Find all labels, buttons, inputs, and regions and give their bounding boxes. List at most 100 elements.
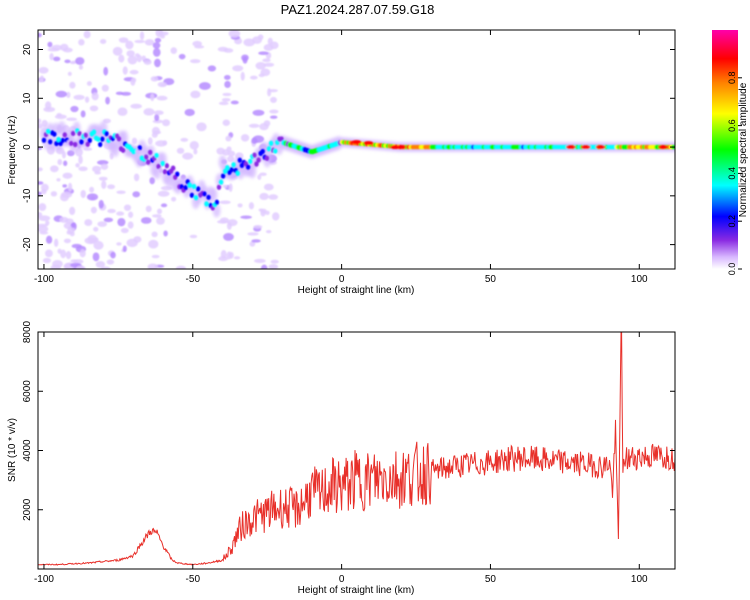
spectrogram-noise-blob: [116, 242, 122, 246]
spectrogram-noise-blob: [223, 233, 234, 241]
spectrogram-hotspot: [595, 145, 606, 150]
spectrogram-noise-blob: [60, 43, 69, 52]
spectrogram-ridge-blob: [260, 148, 265, 155]
spectrogram-ridge-blob: [170, 165, 176, 171]
spectrogram-noise-blob: [269, 109, 279, 114]
spectrogram-noise-blob: [38, 78, 44, 83]
spectrogram-noise-blob: [38, 203, 47, 212]
spectrogram-ridge-blob: [183, 185, 188, 191]
spectrogram-noise-blob: [247, 232, 259, 236]
spectrogram-noise-blob: [152, 130, 162, 135]
spectrogram-noise-blob: [257, 174, 262, 180]
spectrogram-ridge-blob: [56, 136, 61, 143]
spectrogram-ridge-blob: [220, 173, 226, 179]
spectrogram-hotspot: [396, 145, 407, 150]
spectrogram-noise-blob: [50, 191, 58, 197]
snr-x-tick-label: 50: [485, 574, 497, 585]
spectrogram-noise-blob: [90, 206, 97, 214]
spectrogram-noise-blob: [265, 229, 272, 234]
spectrogram-noise-blob: [147, 263, 159, 269]
spectrogram-noise-blob: [189, 234, 198, 239]
spectrogram-noise-blob: [222, 119, 231, 127]
spectrogram-x-tick-label: -50: [186, 274, 201, 285]
spectrogram-noise-blob: [83, 147, 93, 151]
spectrogram-noise-blob: [66, 91, 71, 99]
snr-x-tick-label: -50: [186, 574, 201, 585]
spectrogram-noise-blob: [268, 194, 279, 200]
colorbar-tick-label: 0.4: [727, 167, 737, 180]
spectrogram-noise-blob: [248, 123, 260, 128]
spectrogram-ridge-blob: [98, 141, 103, 148]
spectrogram-noise-blob: [38, 118, 42, 124]
spectrogram-noise-blob: [270, 259, 279, 264]
snr-panel: -100 -50 0 50 100 2000 4000 6000 8000 Height of…: [7, 320, 676, 596]
spectrogram-noise-blob: [63, 160, 68, 167]
spectrogram-ridge-blob: [279, 136, 284, 142]
spectrogram-noise-blob: [105, 96, 110, 105]
spectrogram-ridge-blob: [79, 139, 84, 145]
spectrogram-noise-blob: [152, 119, 164, 124]
spectrogram-noise-blob: [232, 65, 244, 72]
spectrogram-noise-blob: [150, 93, 155, 102]
spectrogram-noise-blob: [127, 221, 134, 229]
spectrogram-halo-blob: [120, 130, 129, 145]
spectrogram-noise-blob: [230, 100, 239, 105]
spectrogram-noise-blob: [131, 137, 138, 145]
figure-title: PAZ1.2024.287.07.59.G18: [280, 2, 435, 17]
spectrogram-noise-blob: [222, 92, 232, 97]
spectrogram-ridge-blob: [189, 192, 195, 198]
spectrogram-noise-blob: [64, 59, 71, 64]
spectrogram-noise-blob: [120, 91, 132, 96]
colorbar-tick-label: 0.0: [727, 263, 737, 276]
spectrogram-noise-blob: [248, 202, 255, 210]
spectrogram-noise-blob: [178, 53, 186, 60]
spectrogram-ridge-blob: [145, 159, 151, 165]
spectrogram-ridge-blob: [266, 146, 272, 152]
spectrogram-noise-blob: [69, 81, 76, 89]
spectrogram-noise-blob: [38, 191, 42, 197]
spectrogram-noise-blob: [80, 110, 86, 118]
spectrogram-ridge: [41, 128, 675, 211]
spectrogram-noise-blob: [156, 95, 168, 101]
spectrogram-ridge-blob: [83, 132, 88, 138]
spectrogram-noise-blob: [233, 256, 241, 260]
spectrogram-noise-blob: [116, 211, 125, 216]
snr-x-label: Height of straight line (km): [298, 585, 415, 596]
spectrogram-ridge-blob: [273, 148, 278, 154]
spectrogram-noise-blob: [89, 105, 99, 112]
spectrogram-noise-blob: [152, 47, 161, 57]
spectrogram-noise-blob: [40, 183, 49, 192]
spectrogram-noise-blob: [47, 41, 53, 48]
spectrogram-noise-blob: [55, 90, 68, 98]
spectrogram-noise-blob: [91, 92, 99, 101]
spectrogram-ridge-blob: [229, 167, 234, 173]
spectrogram-noise-blob: [152, 42, 161, 49]
spectrogram-noise-blob: [117, 107, 128, 116]
spectrogram-noise-blob: [69, 206, 76, 216]
spectrogram-noise-blob: [218, 256, 229, 262]
spectrogram-noise-blob: [136, 54, 142, 63]
spectrogram-noise-blob: [50, 264, 61, 269]
spectrogram-noise-blob: [120, 227, 129, 234]
spectrogram-noise-blob: [153, 110, 164, 115]
spectrogram-noise-blob: [117, 217, 126, 227]
spectrogram-noise-blob: [70, 105, 79, 113]
snr-x-tick-label: 100: [631, 574, 648, 585]
spectrogram-noise-blob: [253, 258, 266, 263]
spectrogram-noise-blob: [240, 215, 253, 219]
spectrogram-noise-blob: [216, 219, 229, 224]
spectrogram-ridge-blob: [164, 163, 170, 169]
spectrogram-noise-blob: [155, 140, 167, 147]
spectrogram-noise-blob: [110, 251, 116, 259]
spectrogram-noise-blob: [78, 166, 88, 172]
spectrogram-noise-blob: [150, 76, 159, 82]
spectrogram-hotspot: [580, 145, 591, 150]
spectrogram-noise-blob: [103, 217, 114, 223]
spectrogram-ridge-blob: [87, 137, 92, 144]
spectrogram-noise-blob: [160, 203, 168, 208]
spectrogram-noise-blob: [157, 190, 170, 197]
colorbar-gradient: [712, 30, 738, 269]
spectrogram-ridge-blob: [214, 199, 220, 205]
spectrogram-noise-blob: [93, 240, 104, 250]
spectrogram-noise-blob: [92, 165, 102, 173]
